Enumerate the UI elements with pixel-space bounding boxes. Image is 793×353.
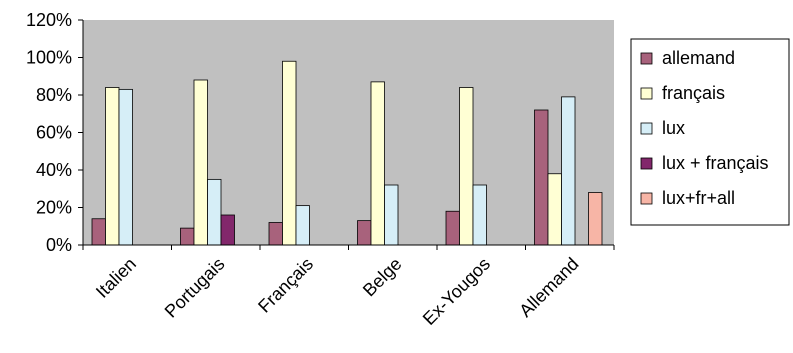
legend-label: lux+fr+all bbox=[662, 188, 735, 208]
bar-allemand-ex-yougos bbox=[445, 210, 460, 246]
x-category-label: Allemand bbox=[515, 254, 582, 321]
y-ticks-group: 0% 20% 40% 60% 80% 100% 120% bbox=[26, 10, 83, 255]
y-tick-label: 20% bbox=[36, 198, 72, 218]
legend-label: lux bbox=[662, 118, 685, 138]
plot-area bbox=[83, 20, 614, 245]
bar-fran-ais-français bbox=[282, 60, 297, 246]
bar-allemand-français bbox=[268, 222, 283, 246]
bar-lux-fran-ais-portugais bbox=[220, 214, 235, 246]
bar-lux-allemand bbox=[561, 96, 576, 246]
y-tick-label: 60% bbox=[36, 123, 72, 143]
legend-swatch bbox=[640, 157, 653, 170]
bar-lux-italien bbox=[118, 88, 133, 246]
bar-allemand-allemand bbox=[534, 109, 549, 246]
legend-swatch bbox=[640, 87, 653, 100]
y-tick-label: 40% bbox=[36, 160, 72, 180]
legend-swatch bbox=[640, 122, 653, 135]
bar-lux-portugais bbox=[207, 178, 222, 246]
y-tick-label: 120% bbox=[26, 10, 72, 30]
bar-fran-ais-belge bbox=[370, 81, 385, 246]
x-category-label: Ex-Yougos bbox=[419, 254, 494, 329]
y-tick-label: 0% bbox=[46, 235, 72, 255]
x-labels-group: Italien Portugais Français Belge Ex-Yougos Al… bbox=[82, 245, 615, 329]
bar-allemand-belge bbox=[357, 220, 372, 246]
bar-fran-ais-ex-yougos bbox=[459, 87, 474, 246]
bar-lux-fr-all-allemand bbox=[588, 192, 603, 246]
x-category-label: Belge bbox=[359, 254, 406, 301]
legend-label: français bbox=[662, 83, 725, 103]
y-tick-label: 80% bbox=[36, 85, 72, 105]
bar-allemand-italien bbox=[91, 218, 106, 246]
bar-fran-ais-allemand bbox=[547, 173, 562, 246]
bar-fran-ais-portugais bbox=[193, 79, 208, 246]
legend: allemand français lux lux + français lux+fr+… bbox=[630, 38, 790, 226]
legend-label: allemand bbox=[662, 48, 735, 68]
bar-lux-français bbox=[295, 205, 310, 246]
bar-lux-belge bbox=[384, 184, 399, 246]
bar-allemand-portugais bbox=[180, 227, 195, 246]
legend-swatch bbox=[640, 192, 653, 205]
legend-swatch bbox=[640, 52, 653, 65]
x-category-label: Italien bbox=[92, 254, 140, 302]
x-category-label: Portugais bbox=[161, 254, 229, 322]
bar-lux-ex-yougos bbox=[472, 184, 487, 246]
legend-box bbox=[630, 38, 790, 226]
x-category-label: Français bbox=[254, 254, 317, 317]
bar-fran-ais-italien bbox=[105, 87, 120, 246]
legend-label: lux + français bbox=[662, 153, 769, 173]
y-tick-label: 100% bbox=[26, 48, 72, 68]
